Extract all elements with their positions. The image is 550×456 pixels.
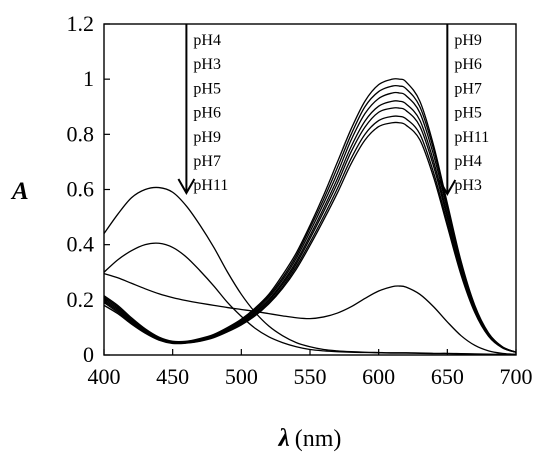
y-tick-label: 0.4 bbox=[67, 232, 95, 257]
ph-annotations: pH4 pH3 pH5 pH6 pH9 pH7 pH11 pH9 pH6 pH7 pH5 pH11 pH… bbox=[177, 24, 489, 197]
left-ph-label: pH6 bbox=[193, 105, 221, 122]
y-tick-label: 1.2 bbox=[67, 11, 95, 36]
x-axis-unit: (nm) bbox=[295, 426, 342, 452]
right-ph-label: pH5 bbox=[454, 105, 482, 122]
spectrum-line-10 bbox=[103, 273, 517, 356]
x-tick-label: 600 bbox=[362, 364, 395, 389]
x-tick-label: 500 bbox=[225, 364, 258, 389]
y-tick-label: 0.8 bbox=[67, 121, 95, 146]
x-axis-symbol: λ bbox=[278, 425, 290, 452]
right-ph-label: pH6 bbox=[454, 56, 482, 73]
spectrum-line-9 bbox=[103, 242, 516, 356]
right-ph-label: pH7 bbox=[454, 80, 482, 97]
y-axis-title: A bbox=[10, 178, 29, 205]
left-ph-label: pH4 bbox=[193, 32, 221, 49]
x-tick-label: 400 bbox=[88, 364, 121, 389]
left-ph-label: pH5 bbox=[193, 80, 221, 97]
right-ph-label: pH3 bbox=[454, 177, 482, 194]
left-ph-label: pH7 bbox=[193, 153, 221, 170]
left-arrow-head bbox=[177, 178, 196, 196]
right-arrow-head bbox=[438, 179, 457, 197]
spectrum-line-7 bbox=[103, 121, 517, 353]
right-ph-label: pH9 bbox=[454, 32, 482, 49]
spectrum-line-2 bbox=[103, 84, 517, 353]
x-axis-title: λ (nm) bbox=[278, 425, 342, 452]
x-tick-label: 450 bbox=[156, 364, 189, 389]
y-tick-label: 0 bbox=[83, 342, 94, 367]
right-ph-label: pH11 bbox=[454, 129, 489, 146]
left-ph-label: pH11 bbox=[193, 177, 228, 194]
x-tick-label: 650 bbox=[431, 364, 464, 389]
y-tick-label: 0.6 bbox=[67, 177, 95, 202]
axis-ticks: 400 450 500 550 600 650 700 0 0.2 0.4 0.6 0.8 1 1.2 bbox=[67, 11, 533, 389]
x-tick-label: 700 bbox=[500, 364, 533, 389]
y-tick-label: 0.2 bbox=[67, 287, 95, 312]
y-tick-label: 1 bbox=[83, 66, 94, 91]
right-ph-label: pH4 bbox=[454, 153, 482, 170]
left-ph-label: pH9 bbox=[193, 129, 221, 146]
x-tick-label: 550 bbox=[294, 364, 327, 389]
left-ph-label: pH3 bbox=[193, 56, 221, 73]
